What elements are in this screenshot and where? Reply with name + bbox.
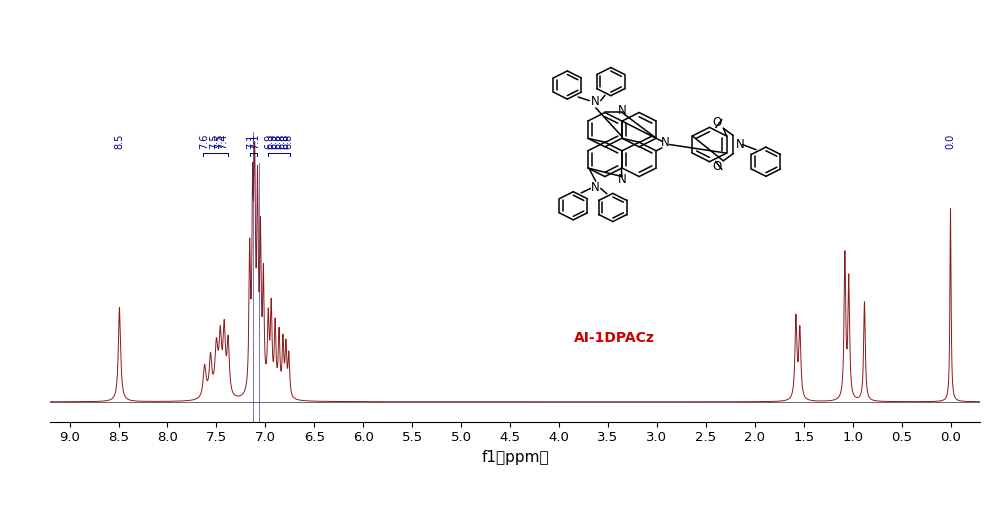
Text: N: N <box>618 173 626 186</box>
Text: 6.8: 6.8 <box>272 134 282 149</box>
Text: O: O <box>712 161 721 173</box>
Text: N: N <box>736 138 745 151</box>
Text: 7.6: 7.6 <box>200 134 210 149</box>
Text: AI-1DPACz: AI-1DPACz <box>574 331 655 345</box>
Text: 6.8: 6.8 <box>276 134 286 149</box>
Text: N: N <box>618 104 626 117</box>
X-axis label: f1（ppm）: f1（ppm） <box>481 450 549 465</box>
Text: 6.9: 6.9 <box>264 134 274 149</box>
Text: 7.1: 7.1 <box>251 134 261 149</box>
Text: N: N <box>661 136 669 149</box>
Text: 7.4: 7.4 <box>218 134 228 149</box>
Text: 6.9: 6.9 <box>268 134 278 149</box>
Text: 8.5: 8.5 <box>115 134 125 149</box>
Text: O: O <box>712 116 721 129</box>
Text: 7.5: 7.5 <box>209 134 219 149</box>
Text: 7.1: 7.1 <box>247 134 257 149</box>
Text: N: N <box>591 95 599 108</box>
Text: 0.0: 0.0 <box>946 134 956 149</box>
Text: N: N <box>591 181 599 194</box>
Text: 7.5: 7.5 <box>214 134 224 149</box>
Text: 6.8: 6.8 <box>284 134 294 149</box>
Text: 6.8: 6.8 <box>280 134 290 149</box>
